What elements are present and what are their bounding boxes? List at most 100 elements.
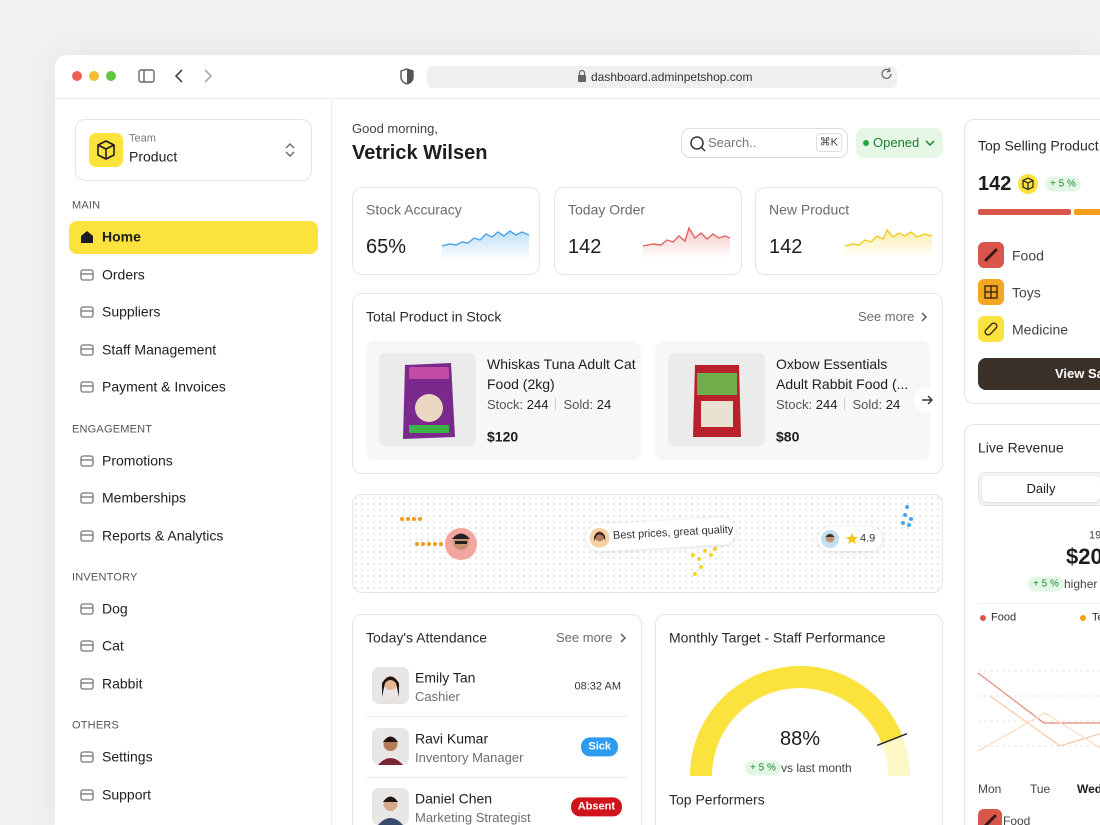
search-box[interactable]: Search.. ⌘K — [681, 128, 848, 158]
top-selling-value: 142 — [978, 173, 1012, 195]
stock-label: Stock: — [487, 397, 524, 413]
status-pill: Absent — [570, 797, 622, 817]
tabs: Daily — [978, 472, 1100, 506]
rating-icons — [821, 530, 858, 548]
stat-card: New Product 142 — [755, 187, 943, 275]
revenue-amount: $20 — [1066, 543, 1100, 569]
next-arrow[interactable] — [912, 385, 942, 415]
nav-icon — [80, 269, 94, 281]
nav-item[interactable]: Payment & Invoices — [102, 378, 226, 395]
check-in-time: 08:32 AM — [574, 680, 621, 693]
status-dot — [863, 140, 869, 146]
chevron-right — [620, 633, 626, 643]
rating: 4.9 — [860, 532, 876, 545]
change-label: higher — [1064, 576, 1098, 591]
shortcut: ⌘K — [819, 136, 838, 149]
stock-value: 244 — [815, 397, 838, 413]
card-title: Today's Attendance — [366, 629, 487, 646]
avatars — [372, 667, 409, 825]
nav-item[interactable]: Home — [102, 228, 141, 245]
card-title: Monthly Target - Staff Performance — [669, 629, 886, 646]
nav-item[interactable]: Dog — [102, 600, 128, 617]
product-name-text: Oxbow Essentials Adult Rabbit Food (... — [776, 356, 909, 392]
nav-item[interactable]: Cat — [102, 637, 124, 654]
stock-card: Total Product in Stock See more Whiskas … — [352, 293, 943, 474]
person-name: Emily Tan — [415, 669, 476, 686]
status-button[interactable]: Opened — [856, 128, 943, 158]
review-bubble: Best prices, great quality — [585, 517, 737, 552]
stock-label: Stock: — [776, 397, 813, 413]
legend-label: Te — [1092, 611, 1100, 624]
share-bar — [978, 209, 1071, 215]
category: Food — [1012, 247, 1044, 264]
live-revenue-card: Live Revenue Daily 19 $20 + 5 % higher F… — [964, 424, 1100, 825]
day: Mon — [978, 781, 1002, 796]
stat-card: Today Order 142 — [554, 187, 742, 275]
nav-icon — [81, 231, 93, 243]
nav-item[interactable]: Staff Management — [102, 341, 217, 358]
product-card[interactable]: Whiskas Tuna Adult Cat Food (2kg) Stock:… — [366, 341, 641, 460]
category-icons — [978, 242, 1004, 342]
divider — [366, 777, 628, 778]
rating-bubble: 4.9 — [818, 527, 882, 551]
legend-bottom: Food — [1003, 813, 1031, 825]
gauge-marker — [876, 732, 908, 747]
chevron-right — [921, 312, 927, 322]
nav-section: OTHERS — [72, 719, 120, 732]
chevron-down — [925, 140, 935, 147]
see-more[interactable]: See more — [858, 309, 915, 325]
product-price: $80 — [776, 428, 800, 445]
sparkline — [643, 226, 731, 258]
view-sales-button[interactable]: View Sa — [978, 358, 1100, 390]
nav-section: INVENTORY — [72, 571, 138, 584]
nav-item[interactable]: Support — [102, 786, 152, 803]
nav-icon — [80, 751, 94, 763]
nav-item[interactable]: Reports & Analytics — [102, 527, 224, 544]
target-card: Monthly Target - Staff Performance 88% +… — [655, 614, 943, 825]
target-value: 88% — [779, 728, 821, 750]
product-image — [379, 353, 476, 446]
see-more[interactable]: See more — [556, 630, 613, 646]
nav-icon — [80, 789, 94, 801]
top-performers: Top Performers — [669, 791, 765, 808]
nav-item[interactable]: Orders — [102, 266, 145, 283]
team-icon — [89, 133, 123, 167]
nav-active — [69, 221, 318, 254]
product-card[interactable]: Oxbow Essentials Adult Rabbit Food (... … — [655, 341, 930, 460]
tab-active[interactable] — [982, 476, 1100, 502]
nav-icon — [80, 455, 94, 467]
nav-item[interactable]: Memberships — [102, 489, 187, 506]
team-name: Product — [129, 148, 178, 165]
day: Wed — [1077, 781, 1100, 796]
category: Toys — [1012, 284, 1041, 301]
card-title: Live Revenue — [978, 439, 1064, 456]
divider — [366, 716, 628, 717]
nav-item[interactable]: Settings — [102, 748, 153, 765]
team-switcher[interactable]: Team Product — [75, 119, 312, 181]
sparkline — [442, 230, 530, 260]
nav-item[interactable]: Promotions — [102, 452, 173, 469]
revenue-small: 19 — [1089, 529, 1100, 542]
person-role: Marketing Strategist — [415, 810, 531, 825]
nav-icon — [80, 344, 94, 356]
nav-icon — [80, 306, 94, 318]
person-name: Ravi Kumar — [415, 730, 489, 747]
tab-label: Daily — [1026, 481, 1056, 497]
nav-item[interactable]: Suppliers — [102, 303, 161, 320]
stat-label: New Product — [769, 201, 850, 218]
person-role: Cashier — [415, 689, 460, 705]
nav-icon — [80, 381, 94, 393]
stat-label: Today Order — [568, 201, 646, 218]
change-label: vs last month — [781, 760, 852, 775]
day: Tue — [1030, 781, 1051, 796]
greeting: Good morning, — [352, 121, 438, 137]
nav-icon — [80, 678, 94, 690]
change-pill: + 5 % — [1028, 576, 1064, 592]
chevron-updown — [285, 143, 295, 157]
nav-item[interactable]: Rabbit — [102, 675, 143, 692]
change-pill: + 5 % — [745, 760, 781, 776]
nav-icon — [80, 492, 94, 504]
product-name: Whiskas Tuna Adult Cat Food (2kg) — [487, 356, 636, 392]
change-pill: + 5 % — [1045, 176, 1081, 192]
divider — [978, 603, 1100, 604]
